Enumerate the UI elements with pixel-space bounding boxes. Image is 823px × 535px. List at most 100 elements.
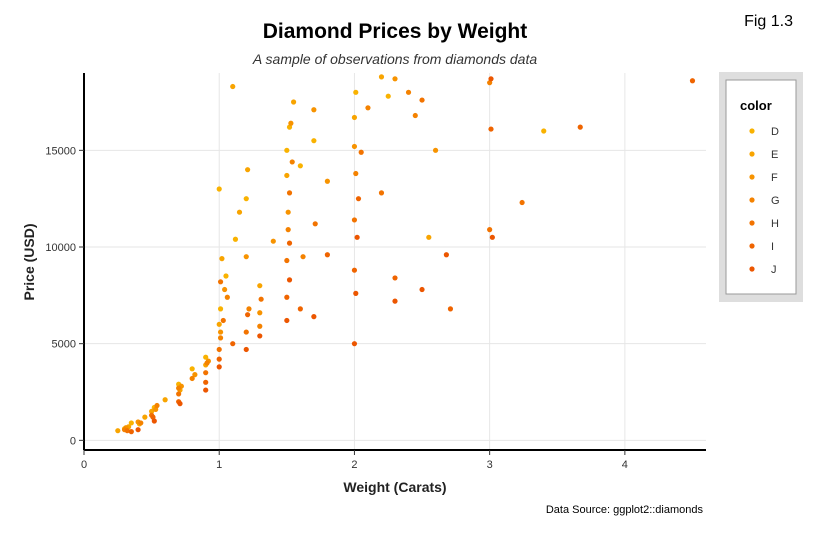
data-point-J xyxy=(135,427,141,433)
data-point-I xyxy=(488,126,494,132)
data-point-J xyxy=(392,298,398,304)
x-tick-label: 4 xyxy=(622,459,628,471)
data-point-G xyxy=(365,105,371,111)
legend-key-F xyxy=(749,174,755,180)
data-point-G xyxy=(405,89,412,95)
data-point-I xyxy=(286,240,293,246)
data-point-J xyxy=(311,314,317,320)
data-point-H xyxy=(519,199,525,206)
y-axis-ticks: 0 5000 10000 15000 xyxy=(45,145,84,447)
data-point-I xyxy=(577,124,583,130)
data-point-J xyxy=(419,286,425,293)
legend-key-H xyxy=(749,220,755,226)
legend-label-E: E xyxy=(771,149,778,161)
data-point-J xyxy=(488,76,494,82)
legend-key-D xyxy=(749,128,755,134)
y-tick-label: 5000 xyxy=(52,339,76,351)
data-point-D xyxy=(223,273,229,279)
data-point-J xyxy=(354,234,360,240)
data-point-H xyxy=(286,190,293,196)
data-point-G xyxy=(204,360,210,366)
data-point-H xyxy=(243,329,249,335)
data-point-E xyxy=(426,234,432,240)
data-point-J xyxy=(151,418,157,424)
legend-key-J xyxy=(749,266,755,272)
x-tick-label: 3 xyxy=(487,459,493,471)
legend-key-I xyxy=(749,243,755,249)
x-tick-label: 2 xyxy=(351,459,357,471)
legend-label-H: H xyxy=(771,218,779,230)
data-point-I xyxy=(351,267,358,273)
data-point-F xyxy=(217,329,224,335)
data-point-E xyxy=(351,114,358,121)
data-point-H xyxy=(351,217,358,223)
figure-label: Fig 1.3 xyxy=(744,13,793,30)
data-point-G xyxy=(289,159,295,165)
data-point-G xyxy=(217,335,224,341)
data-point-E xyxy=(216,321,222,327)
chart-subtitle: A sample of observations from diamonds d… xyxy=(252,51,538,67)
data-point-E xyxy=(236,209,243,215)
x-tick-label: 0 xyxy=(81,459,87,471)
data-point-F xyxy=(222,286,228,293)
data-point-D xyxy=(541,128,547,134)
data-point-D xyxy=(353,89,359,95)
data-point-F xyxy=(192,372,198,378)
data-point-I xyxy=(297,306,303,312)
data-point-E xyxy=(245,167,251,173)
data-point-D xyxy=(232,236,239,242)
data-point-E xyxy=(162,397,168,403)
data-point-J xyxy=(216,364,222,370)
data-point-D xyxy=(311,138,317,144)
data-point-F xyxy=(288,120,294,126)
data-point-G xyxy=(224,294,230,300)
data-point-E xyxy=(378,74,385,80)
data-point-E xyxy=(219,256,225,262)
data-point-H xyxy=(258,296,264,302)
data-point-I xyxy=(689,78,696,84)
data-point-I xyxy=(245,312,251,318)
legend-label-J: J xyxy=(771,264,777,276)
y-tick-label: 10000 xyxy=(45,242,76,254)
legend-key-G xyxy=(749,197,755,203)
data-point-J xyxy=(489,234,495,240)
data-point-F xyxy=(351,143,358,150)
data-point-H xyxy=(378,190,385,196)
data-point-F xyxy=(392,76,398,82)
data-point-I xyxy=(216,356,222,362)
data-point-D xyxy=(203,354,209,360)
data-point-D xyxy=(217,306,224,312)
data-point-F xyxy=(257,310,263,316)
data-point-E xyxy=(149,408,155,414)
data-point-J xyxy=(257,333,263,339)
data-point-E xyxy=(284,172,290,179)
y-axis-title: Price (USD) xyxy=(21,223,37,300)
data-point-G xyxy=(154,402,160,409)
data-point-H xyxy=(220,317,226,324)
data-point-F xyxy=(243,254,249,260)
y-tick-label: 0 xyxy=(70,435,76,447)
data-point-D xyxy=(189,366,195,372)
x-axis-ticks: 0 1 2 3 4 xyxy=(81,450,628,471)
chart-title: Diamond Prices by Weight xyxy=(263,20,528,43)
data-point-E xyxy=(290,99,297,105)
data-point-I xyxy=(230,341,236,347)
data-point-G xyxy=(353,170,359,177)
data-point-H xyxy=(124,428,130,434)
data-point-H xyxy=(358,149,364,155)
plot-area: 0 1 2 3 4 0 5000 10000 15000 xyxy=(45,73,706,471)
legend-label-F: F xyxy=(771,172,778,184)
legend-label-D: D xyxy=(771,126,779,138)
data-point-I xyxy=(447,306,454,312)
data-point-H xyxy=(487,227,493,233)
data-point-H xyxy=(284,257,290,264)
data-point-D xyxy=(128,420,134,426)
legend-key-E xyxy=(749,151,755,157)
data-point-H xyxy=(216,346,222,353)
legend-label-I: I xyxy=(771,241,774,253)
data-point-D xyxy=(216,186,222,192)
data-point-H xyxy=(419,97,425,103)
legend-title: color xyxy=(740,98,772,113)
